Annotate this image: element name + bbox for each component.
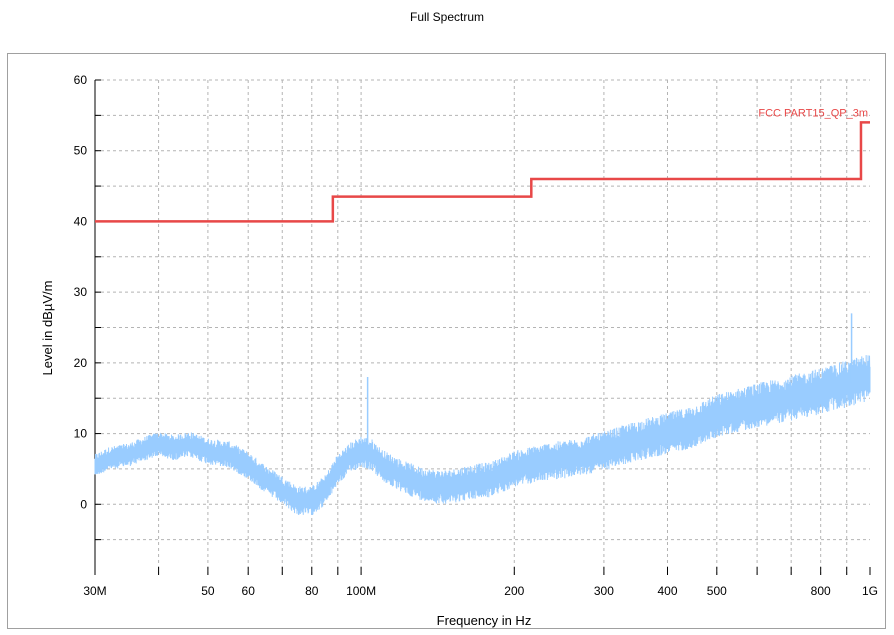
y-tick-label: 50 — [74, 144, 88, 158]
grid — [95, 79, 870, 575]
y-axis-title: Level in dBµV/m — [40, 281, 55, 376]
x-tick-label: 100M — [346, 584, 376, 598]
x-tick-label: 800 — [811, 584, 831, 598]
measurement-trace — [94, 355, 871, 516]
x-tick-label: 80 — [305, 584, 319, 598]
y-tick-label: 20 — [74, 356, 88, 370]
x-tick-label: 50 — [201, 584, 215, 598]
x-tick-label: 200 — [504, 584, 524, 598]
limit-line-label: FCC PART15_QP_3m — [758, 107, 868, 119]
y-tick-label: 40 — [74, 214, 88, 228]
x-tick-label: 1G — [862, 584, 878, 598]
axes — [94, 79, 871, 575]
x-tick-label: 30M — [83, 584, 106, 598]
labels-layer: 0 10 20 30 40 50 60 30M 50 60 80 100M 200 300 400 500 80… — [74, 73, 878, 598]
x-tick-label: 500 — [707, 584, 727, 598]
x-axis-title: Frequency in Hz — [437, 613, 532, 628]
series-layer — [94, 121, 871, 516]
limit-line — [95, 121, 870, 223]
x-tick-label: 300 — [594, 584, 614, 598]
y-tick-label: 10 — [74, 427, 88, 441]
chart-panel — [7, 53, 886, 629]
chart-title: Full Spectrum — [409, 10, 485, 24]
y-tick-label: 60 — [74, 73, 88, 87]
x-tick-label: 60 — [242, 584, 256, 598]
y-tick-label: 0 — [80, 497, 87, 511]
x-tick-label: 400 — [657, 584, 677, 598]
y-tick-label: 30 — [74, 285, 88, 299]
